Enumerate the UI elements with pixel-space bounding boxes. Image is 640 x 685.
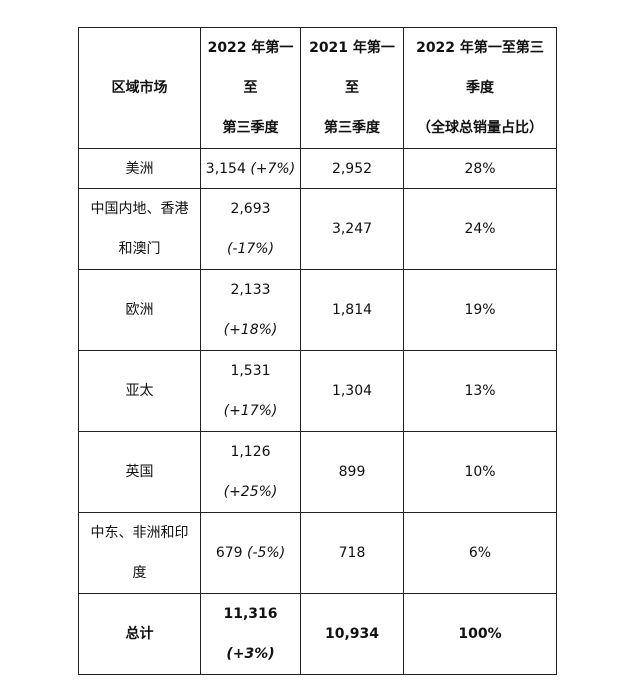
sales-2022-value: 3,154: [205, 160, 246, 177]
share-cell: 10%: [403, 431, 557, 513]
header-share-line-3: （全球总销量占比）: [417, 120, 543, 136]
share-cell: 13%: [403, 350, 557, 432]
table-row: 欧洲 2,133 (+18%) 1,814 19%: [78, 269, 557, 351]
region-cell: 美洲: [78, 148, 201, 189]
table-row: 中东、非洲和印 度 679 (-5%) 718 6%: [78, 512, 557, 594]
region-name-line-2: 和澳门: [118, 241, 161, 257]
sales-2021-cell: 2,952: [300, 148, 404, 189]
sales-2022-cell: 679 (-5%): [200, 512, 301, 594]
sales-change: (+25%): [223, 484, 278, 500]
table-row: 亚太 1,531 (+17%) 1,304 13%: [78, 350, 557, 432]
sales-2021-cell: 718: [300, 512, 404, 594]
header-region: 区域市场: [78, 27, 201, 149]
total-share-cell: 100%: [403, 593, 557, 675]
sales-2021-cell: 3,247: [300, 188, 404, 270]
sales-change: (+18%): [223, 322, 278, 338]
sales-change: (-17%): [226, 241, 275, 257]
share-cell: 6%: [403, 512, 557, 594]
header-share-line-1: 2022 年第一至第三: [416, 40, 544, 56]
sales-2021-value: 3,247: [331, 221, 373, 237]
region-name-line-1: 中东、非洲和印: [90, 525, 189, 541]
header-ytd2022-line-1: 2022 年第一: [207, 40, 294, 56]
header-ytd2021-line-1: 2021 年第一: [309, 40, 395, 56]
total-2022-cell: 11,316 (+3%): [200, 593, 301, 675]
header-share: 2022 年第一至第三 季度 （全球总销量占比）: [403, 27, 557, 149]
sales-2022-value: 2,693: [230, 201, 271, 217]
header-ytd2021: 2021 年第一 至 第三季度: [300, 27, 404, 149]
header-ytd2022-line-2: 至: [243, 80, 258, 96]
share-value: 13%: [464, 383, 496, 399]
sales-2021-cell: 1,304: [300, 350, 404, 432]
share-value: 28%: [464, 160, 496, 177]
sales-2021-cell: 1,814: [300, 269, 404, 351]
header-row: 区域市场 2022 年第一 至 第三季度 2021 年第一 至 第三季度 202…: [78, 27, 557, 149]
region-name: 亚太: [125, 383, 154, 399]
sales-2022-value: 2,133: [230, 282, 271, 298]
share-value: 6%: [468, 545, 492, 561]
total-label: 总计: [125, 626, 154, 642]
header-share-line-2: 季度: [466, 80, 494, 96]
sales-2022-cell: 2,693 (-17%): [200, 188, 301, 270]
sales-2022-cell: 2,133 (+18%): [200, 269, 301, 351]
total-change: (+3%): [226, 646, 275, 662]
header-ytd2022: 2022 年第一 至 第三季度: [200, 27, 301, 149]
header-ytd2022-line-3: 第三季度: [222, 120, 279, 136]
sales-2021-value: 2,952: [331, 160, 373, 177]
region-cell: 中东、非洲和印 度: [78, 512, 201, 594]
sales-2022-value: 679: [215, 545, 243, 561]
sales-2022-cell: 1,126 (+25%): [200, 431, 301, 513]
region-cell: 中国内地、香港 和澳门: [78, 188, 201, 270]
sales-2021-value: 718: [338, 545, 366, 561]
region-name: 欧洲: [125, 302, 154, 318]
sales-2021-cell: 899: [300, 431, 404, 513]
sales-2022-cell: 3,154 (+7%): [200, 148, 301, 189]
region-cell: 英国: [78, 431, 201, 513]
total-2021-value: 10,934: [324, 626, 380, 642]
sales-2022-cell: 1,531 (+17%): [200, 350, 301, 432]
total-2022-value: 11,316: [223, 606, 278, 622]
total-2021-cell: 10,934: [300, 593, 404, 675]
header-ytd2021-line-3: 第三季度: [324, 120, 380, 136]
sales-change: (-5%): [247, 545, 286, 561]
total-row: 总计 11,316 (+3%) 10,934 100%: [78, 593, 557, 675]
share-value: 19%: [464, 302, 496, 318]
share-cell: 28%: [403, 148, 557, 189]
sales-2022-value: 1,126: [230, 444, 271, 460]
region-name: 英国: [125, 464, 154, 480]
table-row: 中国内地、香港 和澳门 2,693 (-17%) 3,247 24%: [78, 188, 557, 270]
sales-2021-value: 1,304: [331, 383, 373, 399]
sales-2021-value: 899: [338, 464, 366, 480]
region-cell: 欧洲: [78, 269, 201, 351]
sales-2022-value: 1,531: [230, 363, 271, 379]
table-row: 美洲 3,154 (+7%) 2,952 28%: [78, 148, 557, 189]
total-share-value: 100%: [458, 626, 502, 642]
region-name: 美洲: [125, 160, 154, 177]
header-region-label: 区域市场: [111, 80, 168, 96]
table-row: 英国 1,126 (+25%) 899 10%: [78, 431, 557, 513]
header-ytd2021-line-2: 至: [345, 80, 359, 96]
region-cell: 亚太: [78, 350, 201, 432]
sales-2021-value: 1,814: [331, 302, 373, 318]
sales-change: (+17%): [223, 403, 278, 419]
total-label-cell: 总计: [78, 593, 201, 675]
sales-table: 区域市场 2022 年第一 至 第三季度 2021 年第一 至 第三季度 202…: [78, 27, 557, 675]
share-value: 24%: [464, 221, 496, 237]
share-cell: 24%: [403, 188, 557, 270]
region-name-line-2: 度: [132, 565, 147, 581]
sales-change: (+7%): [250, 160, 296, 177]
region-name-line-1: 中国内地、香港: [90, 201, 189, 217]
share-value: 10%: [464, 464, 496, 480]
share-cell: 19%: [403, 269, 557, 351]
